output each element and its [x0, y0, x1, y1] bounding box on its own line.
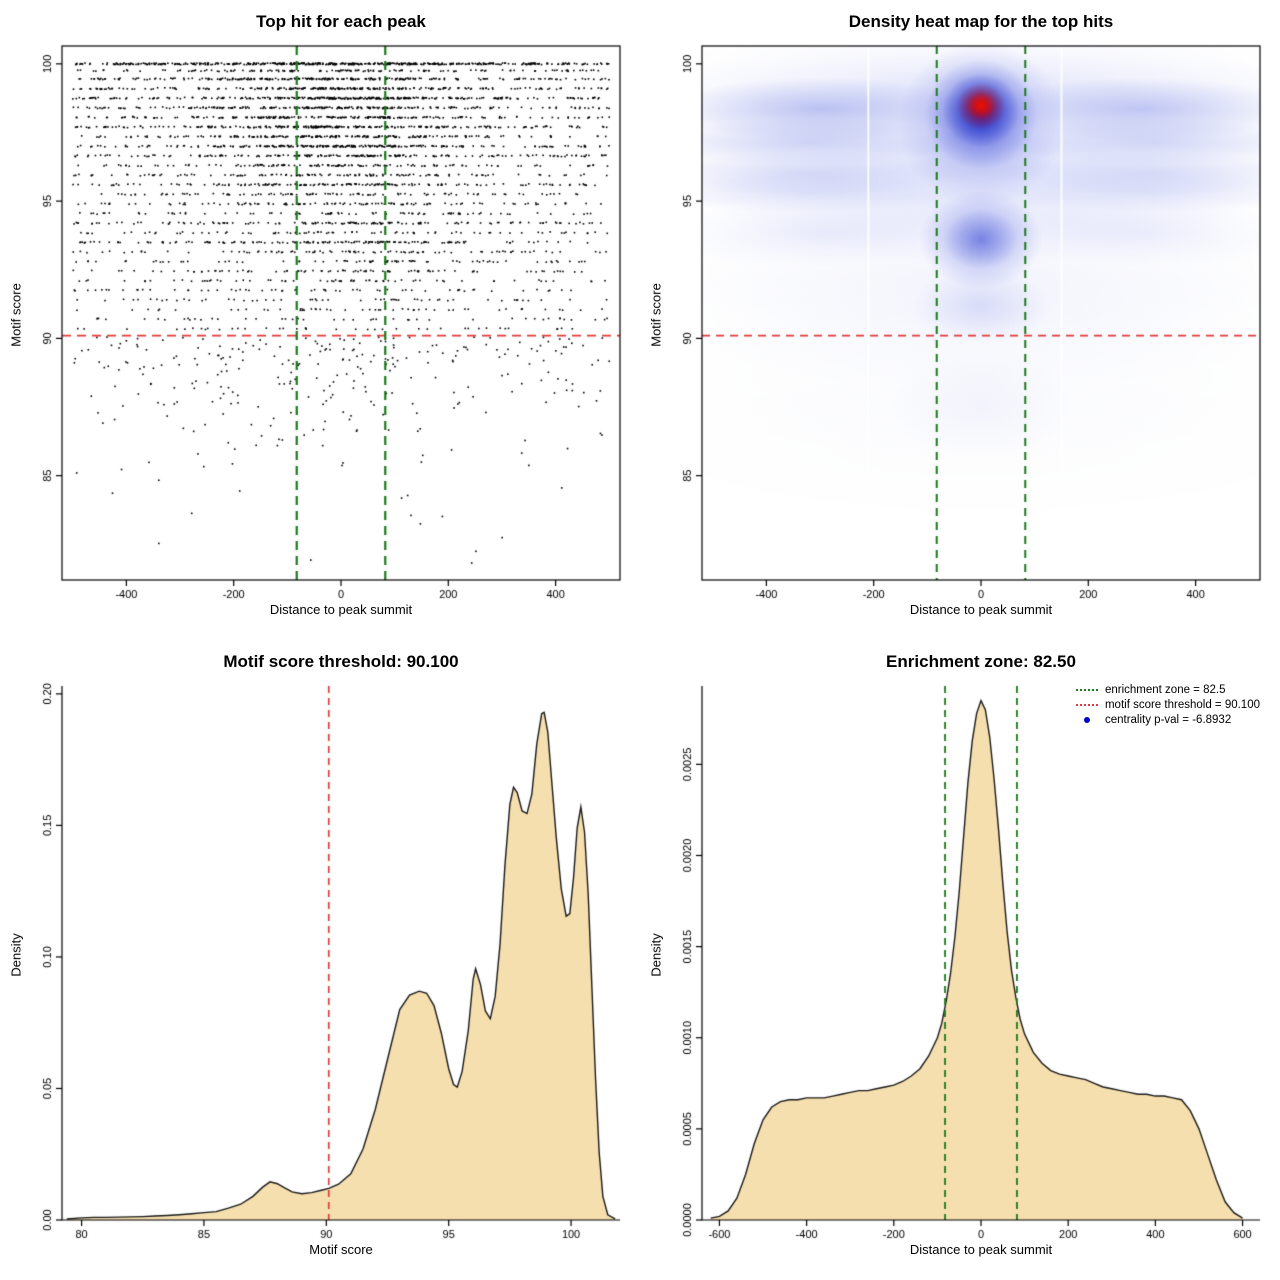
heatmap-title: Density heat map for the top hits	[848, 12, 1114, 31]
panel-distance-density: Enrichment zone: 82.50 Distance to peak …	[640, 640, 1280, 1280]
plot-legend: enrichment zone = 82.5 motif score thres…	[1075, 684, 1260, 726]
distance-density-ylabel: Density	[648, 933, 664, 977]
scatter-ylabel: Motif score	[8, 283, 24, 347]
score-density-ylabel: Density	[8, 933, 24, 977]
panel-motif-score-density: Motif score threshold: 90.100 Motif scor…	[0, 640, 640, 1280]
red-dotted-line-icon	[1075, 704, 1098, 706]
distance-density-title: Enrichment zone: 82.50	[886, 652, 1076, 671]
legend-label-enrichment-zone: enrichment zone = 82.5	[1104, 684, 1226, 696]
legend-label-centrality-pval: centrality p-val = -6.8932	[1104, 714, 1232, 726]
distance-density-canvas	[640, 640, 1280, 1280]
score-density-title: Motif score threshold: 90.100	[223, 652, 459, 671]
green-dotted-line-icon	[1075, 689, 1098, 691]
blue-point-icon	[1083, 717, 1090, 723]
score-density-canvas	[0, 640, 640, 1280]
panel-top-hit-scatter: Top hit for each peak Distance to peak s…	[0, 0, 640, 640]
heatmap-xlabel: Distance to peak summit	[909, 602, 1053, 617]
legend-item-enrichment-zone: enrichment zone = 82.5	[1075, 684, 1260, 696]
legend-label-score-threshold: motif score threshold = 90.100	[1104, 699, 1260, 711]
score-density-xlabel: Motif score	[309, 1242, 373, 1257]
scatter-title: Top hit for each peak	[256, 12, 426, 31]
scatter-xlabel: Distance to peak summit	[269, 602, 413, 617]
heatmap-canvas	[640, 0, 1280, 640]
scatter-canvas	[0, 0, 640, 640]
legend-item-centrality-pval: centrality p-val = -6.8932	[1075, 714, 1260, 726]
distance-density-xlabel: Distance to peak summit	[909, 1242, 1053, 1257]
heatmap-ylabel: Motif score	[648, 283, 664, 347]
panel-density-heatmap: Density heat map for the top hits Distan…	[640, 0, 1280, 640]
legend-item-score-threshold: motif score threshold = 90.100	[1075, 699, 1260, 711]
